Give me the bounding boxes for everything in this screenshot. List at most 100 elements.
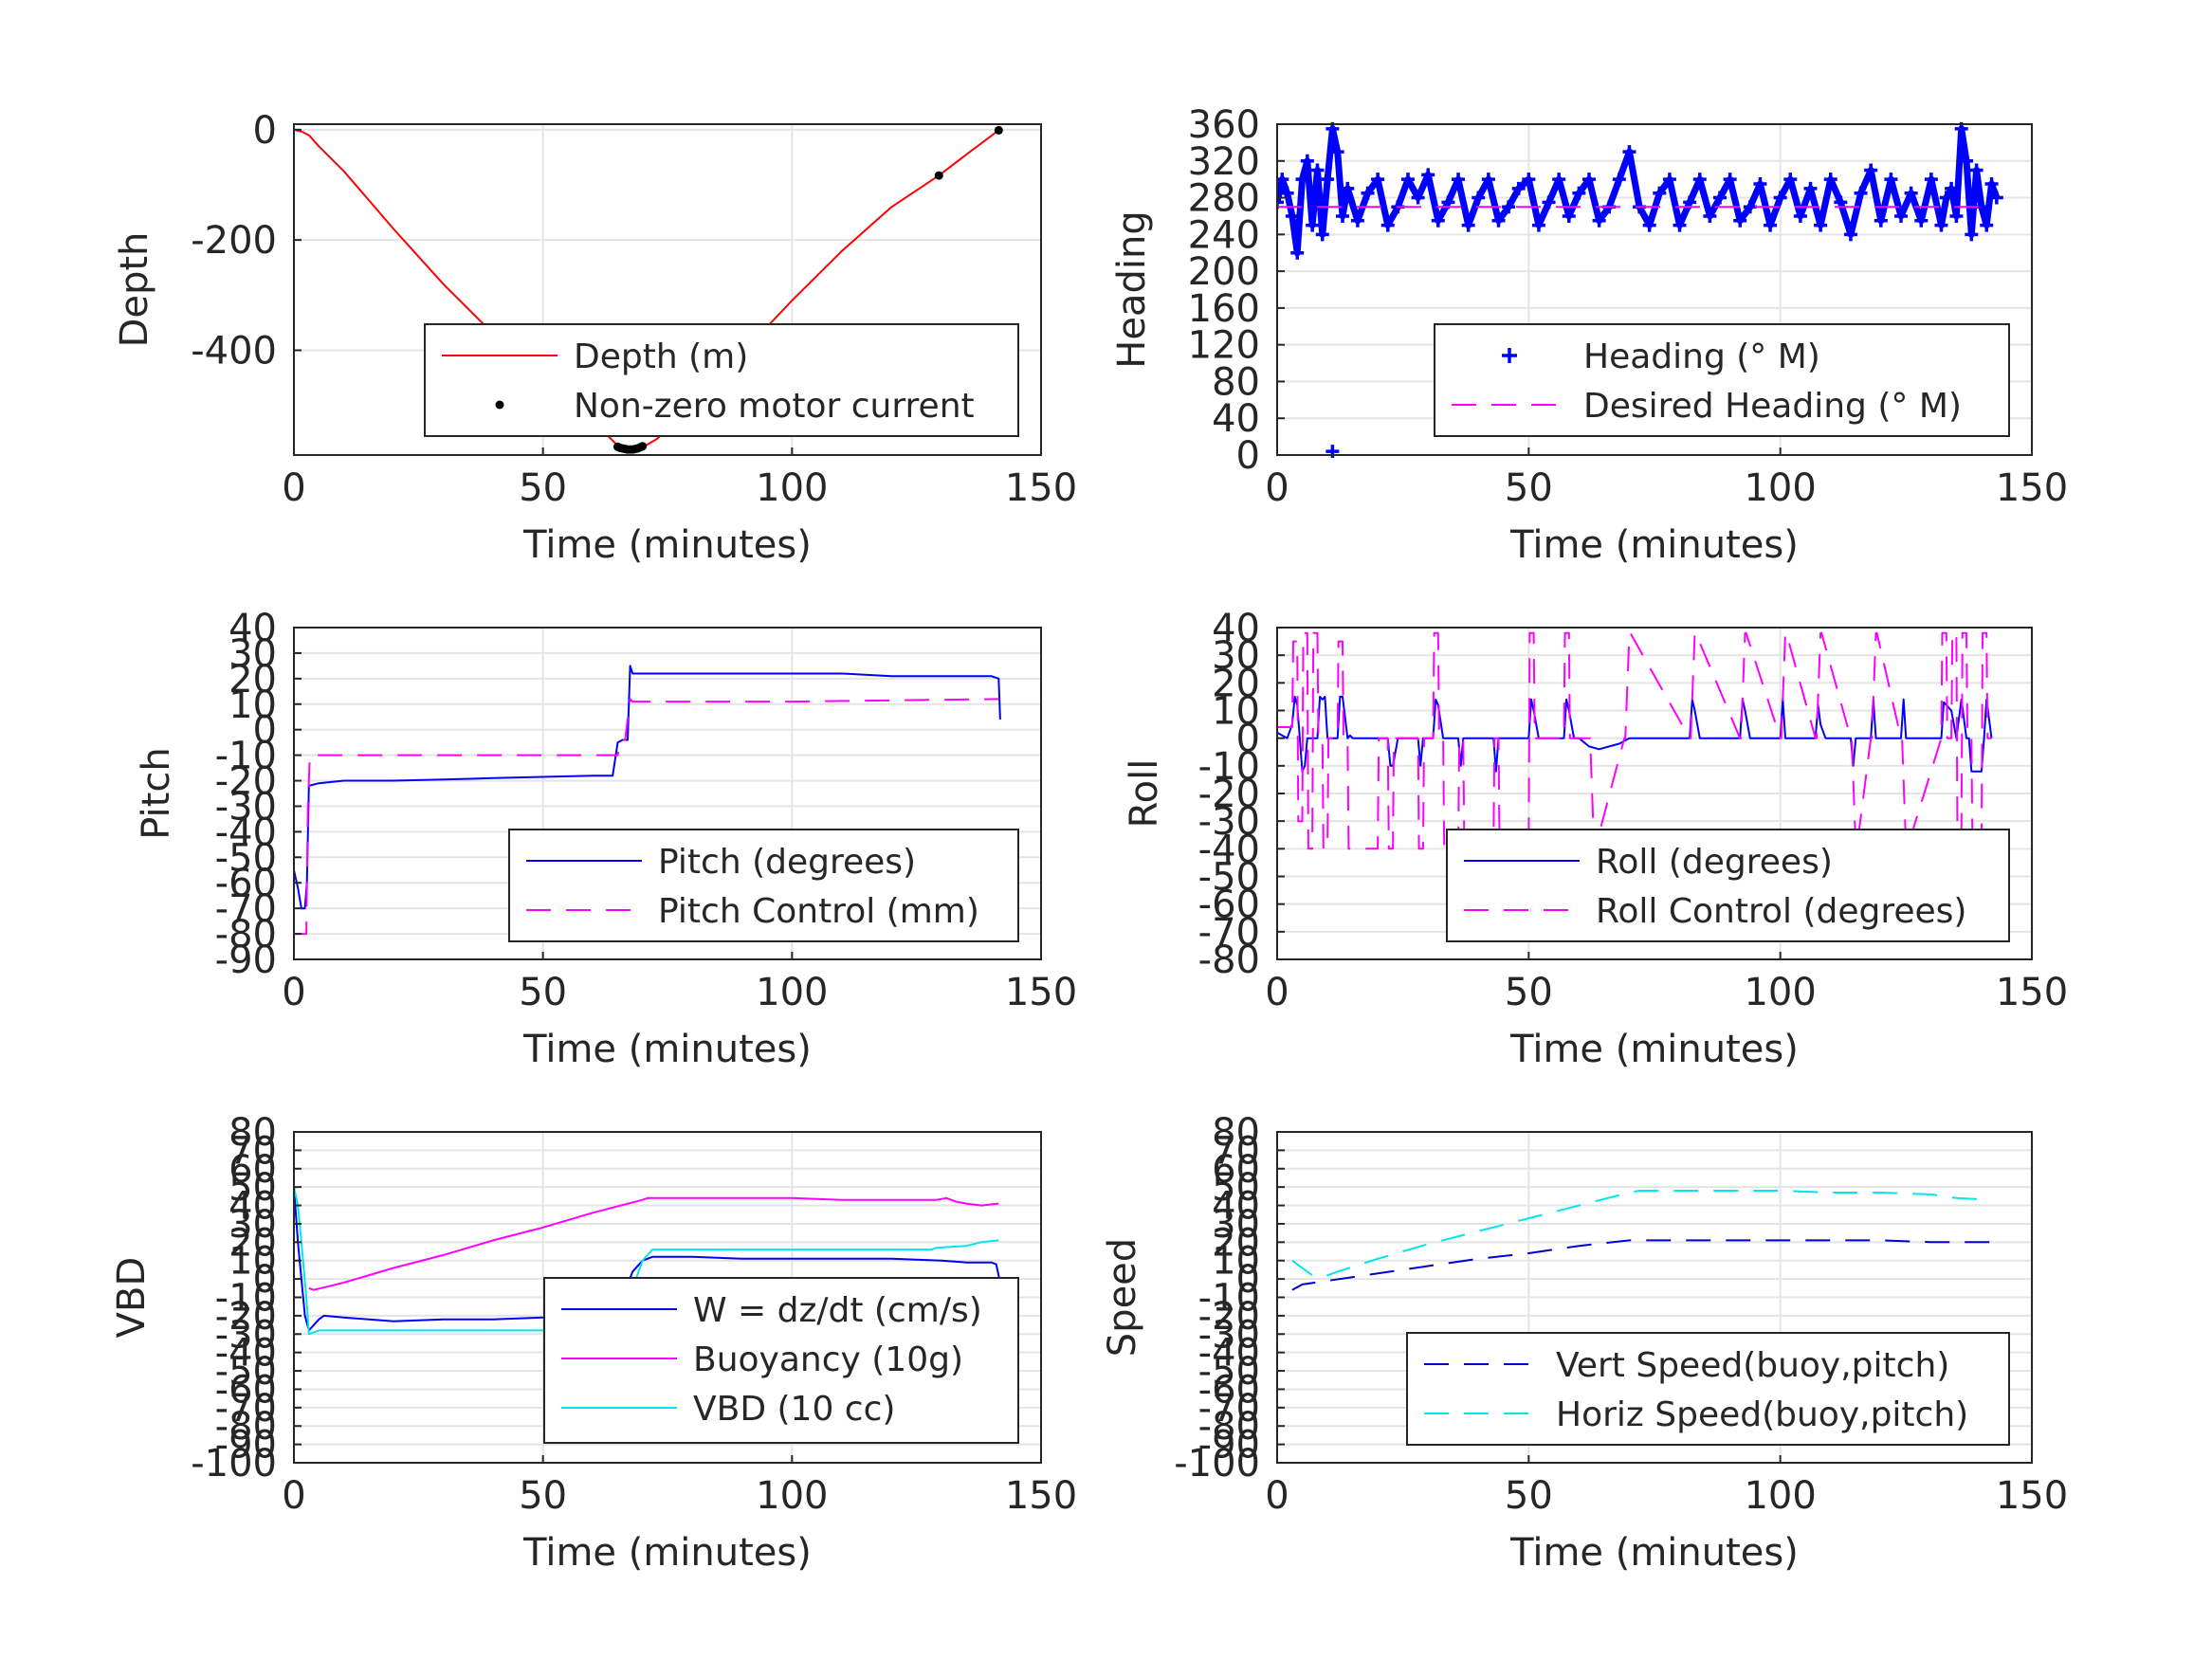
x-tick-label: 0: [1265, 1474, 1289, 1518]
y-tick-label: -40: [1198, 828, 1260, 871]
y-tick-label: -20: [1198, 773, 1260, 816]
y-tick-label: -100: [1174, 1442, 1260, 1486]
y-tick-label: 40: [1212, 397, 1260, 441]
y-tick-label: 320: [1188, 140, 1260, 184]
x-tick-label: 0: [282, 971, 305, 1014]
y-tick-label: 280: [1188, 177, 1260, 221]
axes-frame: [293, 123, 1042, 456]
x-tick-label: 100: [756, 1474, 828, 1518]
series-pitch-1: [294, 698, 999, 936]
y-tick-label: 30: [1212, 634, 1260, 678]
y-axis-label: Pitch: [135, 747, 178, 839]
data-point: [1277, 195, 1284, 210]
y-tick-label: 50: [229, 1166, 277, 1210]
x-tick-label: 0: [282, 1474, 305, 1518]
legend-box: [508, 829, 1019, 942]
x-axis-label: Time (minutes): [522, 523, 812, 567]
legend-entry-label: VBD (10 cc): [693, 1390, 895, 1429]
data-layer: [1291, 1190, 1992, 1291]
y-tick-label: 160: [1188, 287, 1260, 331]
y-tick-label: -20: [215, 1295, 277, 1339]
series-line: [1277, 631, 1992, 850]
x-tick-label: 150: [1996, 466, 2068, 510]
legend: Heading (° M) Desired Heading (° M): [1434, 323, 2010, 437]
x-axis-label: Time (minutes): [522, 1531, 812, 1575]
x-tick-label: 0: [1265, 971, 1289, 1014]
y-tick-label: 10: [229, 1240, 277, 1284]
y-tick-label: 10: [1212, 1240, 1260, 1284]
y-tick-label: 0: [253, 709, 277, 753]
y-axis-label: Heading: [1110, 210, 1154, 368]
y-tick-label: -70: [215, 1387, 277, 1431]
data-layer: [294, 665, 1001, 936]
x-tick-label: 150: [1005, 971, 1077, 1014]
series-depth-1: [612, 125, 1003, 454]
y-tick-label: -70: [1198, 911, 1260, 955]
x-tick-label: 100: [1744, 466, 1816, 510]
y-tick-label: -30: [215, 1313, 277, 1357]
y-tick-label: -60: [1198, 884, 1260, 927]
legend: Depth (m) Non-zero motor current: [424, 323, 1019, 437]
y-tick-label: 40: [1212, 1185, 1260, 1229]
y-tick-label: -90: [215, 939, 277, 982]
series-line: [1291, 1239, 1992, 1291]
x-tick-label: 50: [1505, 466, 1553, 510]
y-tick-label: -90: [215, 1424, 277, 1468]
y-tick-label: -90: [1198, 1424, 1260, 1468]
data-point: [934, 171, 943, 180]
subplot-vbd: 0 50 100 150-100-90-80-70-60-50-40-30-20-10…: [110, 1111, 1077, 1575]
y-tick-label: -80: [215, 913, 277, 957]
legend-box: [1406, 1332, 2010, 1446]
x-axis-label: Time (minutes): [1509, 1531, 1799, 1575]
y-tick-label: 20: [229, 1221, 277, 1265]
y-tick-label: 0: [253, 109, 277, 153]
y-tick-label: -40: [1198, 1332, 1260, 1376]
x-axis-label: Time (minutes): [522, 1028, 812, 1071]
data-point: [994, 125, 1003, 135]
x-tick-label: 50: [519, 971, 567, 1014]
subplot-roll: 0 50 100 150-80-70-60-50-40-30-20-100102030…: [1123, 607, 2068, 1071]
legend-entry-label: Depth (m): [574, 337, 748, 376]
y-tick-label: -40: [215, 1332, 277, 1376]
y-tick-label: -10: [1198, 1277, 1260, 1321]
y-tick-label: 0: [1236, 1258, 1260, 1302]
x-tick-label: 100: [756, 971, 828, 1014]
y-tick-label: -10: [215, 1277, 277, 1321]
x-axis-label: Time (minutes): [1509, 1028, 1799, 1071]
legend-entry-label: Roll (degrees): [1596, 843, 1833, 882]
legend-box: [1446, 829, 2010, 942]
y-tick-label: 60: [1212, 1148, 1260, 1192]
y-tick-label: 120: [1188, 324, 1260, 368]
x-tick-label: 100: [1744, 1474, 1816, 1518]
y-tick-label: -70: [1198, 1387, 1260, 1431]
y-tick-label: 80: [1212, 360, 1260, 404]
x-tick-label: 50: [1505, 1474, 1553, 1518]
y-tick-label: 30: [229, 1203, 277, 1247]
legend: Pitch (degrees) Pitch Control (mm): [508, 829, 1019, 942]
y-tick-label: -100: [191, 1442, 277, 1486]
series-line: [308, 1196, 999, 1291]
y-tick-label: -30: [1198, 800, 1260, 844]
legend-entry-label: Heading (° M): [1583, 337, 1820, 376]
y-tick-label: 30: [1212, 1203, 1260, 1247]
y-tick-label: 70: [1212, 1129, 1260, 1173]
data-layer: [1277, 631, 1993, 850]
series-line: [1291, 1190, 1992, 1279]
y-axis-label: VBD: [110, 1257, 154, 1339]
y-tick-label: -50: [215, 836, 277, 880]
y-tick-label: 20: [229, 658, 277, 702]
legend-entry-label: Vert Speed(buoy,pitch): [1556, 1346, 1949, 1385]
y-tick-label: 70: [229, 1129, 277, 1173]
y-tick-label: 40: [1212, 607, 1260, 650]
y-tick-label: 240: [1188, 213, 1260, 257]
y-axis-label: Speed: [1101, 1238, 1144, 1357]
y-tick-label: -30: [1198, 1313, 1260, 1357]
y-tick-label: -50: [215, 1350, 277, 1394]
x-tick-label: 150: [1005, 1474, 1077, 1518]
legend-entry-label: W = dz/dt (cm/s): [693, 1291, 982, 1330]
y-tick-label: -20: [1198, 1295, 1260, 1339]
y-tick-label: -200: [191, 219, 277, 263]
y-tick-label: -30: [215, 785, 277, 829]
